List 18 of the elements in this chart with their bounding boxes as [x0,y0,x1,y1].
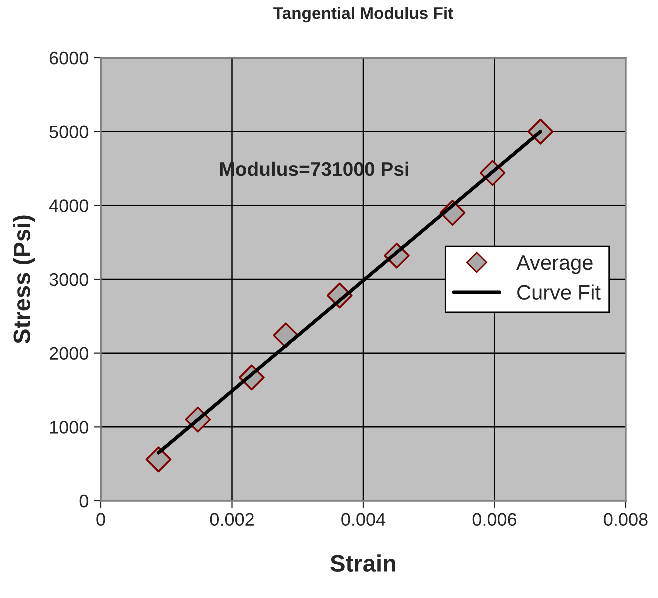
y-tick-label: 0 [80,494,88,508]
x-tick-label: 0.006 [472,513,517,526]
y-tick-label: 6000 [50,52,88,65]
x-tick-label: 0.004 [342,513,386,526]
legend-label: Curve Fit [518,284,601,300]
x-tick-label: 0.008 [604,513,648,526]
y-tick-label: 3000 [50,273,88,286]
legend-label: Average [516,256,593,274]
x-axis-title: Strain [330,554,396,572]
chart-title: Tangential Modulus Fit [274,7,454,23]
x-tick-label: 0 [96,513,106,526]
y-tick-label: 5000 [50,126,88,139]
x-tick-label: 0.002 [210,513,254,526]
y-tick-label: 2000 [50,347,88,360]
y-tick-label: 1000 [50,421,88,434]
point [146,446,172,473]
y-axis-title: Stress (Psi) [13,216,36,344]
y-tick-label: 4000 [49,200,88,212]
